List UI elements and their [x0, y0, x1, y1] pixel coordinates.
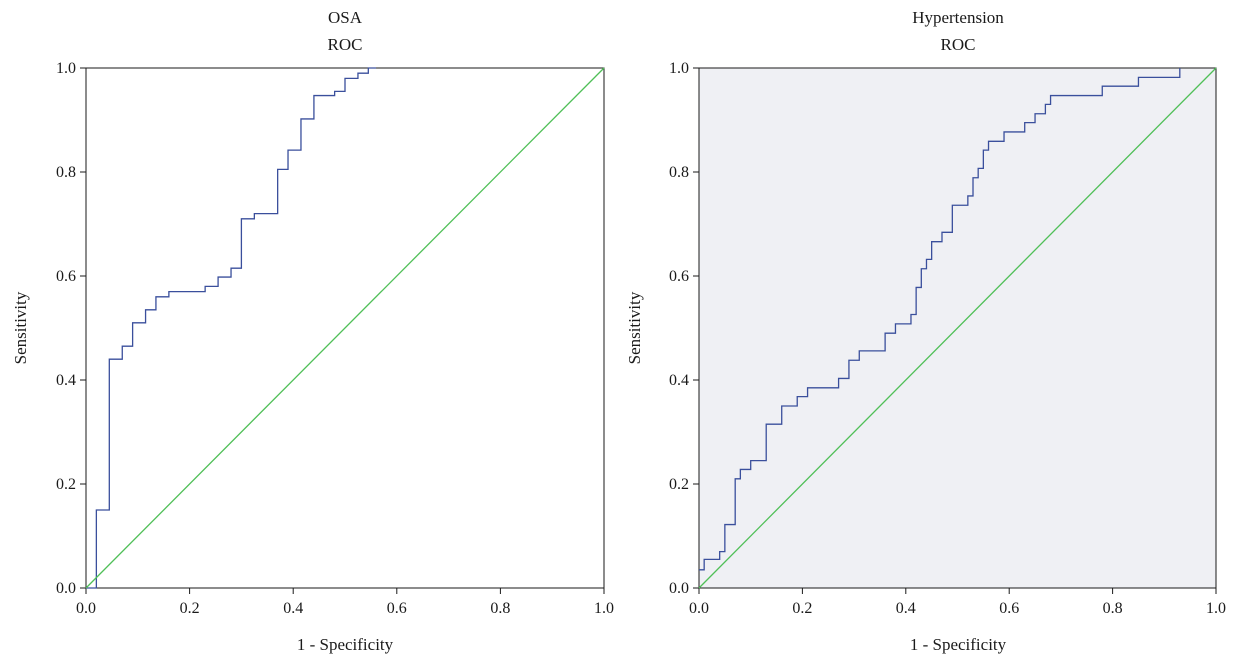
y-tick-label: 0.8	[669, 164, 689, 181]
roc-curve	[86, 67, 377, 589]
x-tick-label: 0.6	[387, 600, 407, 617]
y-tick-label: 1.0	[56, 60, 76, 77]
chart-title: OSA	[328, 8, 363, 27]
y-tick-label: 1.0	[669, 60, 689, 77]
y-tick-label: 0.6	[669, 268, 689, 285]
x-tick-label: 0.0	[76, 600, 96, 617]
y-tick-label: 0.0	[669, 580, 689, 597]
y-tick-label: 0.8	[56, 164, 76, 181]
osa-roc-chart: OSA ROC 1 - Specificity Sensitivity 0.0 0…	[11, 8, 614, 654]
osa-roc-chart-svg: OSA ROC 1 - Specificity Sensitivity 0.0 0…	[11, 8, 614, 654]
chart-subtitle: ROC	[941, 35, 976, 54]
reference-line	[85, 67, 605, 589]
x-tick-label: 1.0	[1206, 600, 1226, 617]
roc-curve	[699, 68, 1181, 571]
y-tick-label: 0.2	[56, 476, 76, 493]
x-tick-label: 0.2	[792, 600, 812, 617]
x-tick-label: 0.6	[999, 600, 1019, 617]
x-tick-label: 0.0	[689, 600, 709, 617]
y-tick-label: 0.6	[56, 268, 76, 285]
chart-title: Hypertension	[912, 8, 1004, 27]
x-tick-label: 0.2	[180, 600, 200, 617]
x-tick-label: 0.8	[1103, 600, 1123, 617]
x-tick-label: 1.0	[594, 600, 614, 617]
y-tick-label: 0.2	[669, 476, 689, 493]
hypertension-roc-chart: Hypertension ROC 1 - Specificity Sensiti…	[618, 0, 1236, 658]
x-tick-label: 0.8	[490, 600, 510, 617]
hypertension-roc-chart-svg: Hypertension ROC 1 - Specificity Sensiti…	[625, 8, 1226, 654]
y-tick-label: 0.4	[669, 372, 689, 389]
y-axis-label: Sensitivity	[11, 291, 30, 364]
y-tick-label: 0.0	[56, 580, 76, 597]
chart-subtitle: ROC	[328, 35, 363, 54]
reference-line	[698, 67, 1217, 589]
x-tick-label: 0.4	[283, 600, 303, 617]
x-tick-label: 0.4	[896, 600, 916, 617]
y-tick-label: 0.4	[56, 372, 76, 389]
x-axis-label: 1 - Specificity	[297, 635, 394, 654]
x-axis-label: 1 - Specificity	[910, 635, 1007, 654]
y-axis-label: Sensitivity	[625, 291, 644, 364]
